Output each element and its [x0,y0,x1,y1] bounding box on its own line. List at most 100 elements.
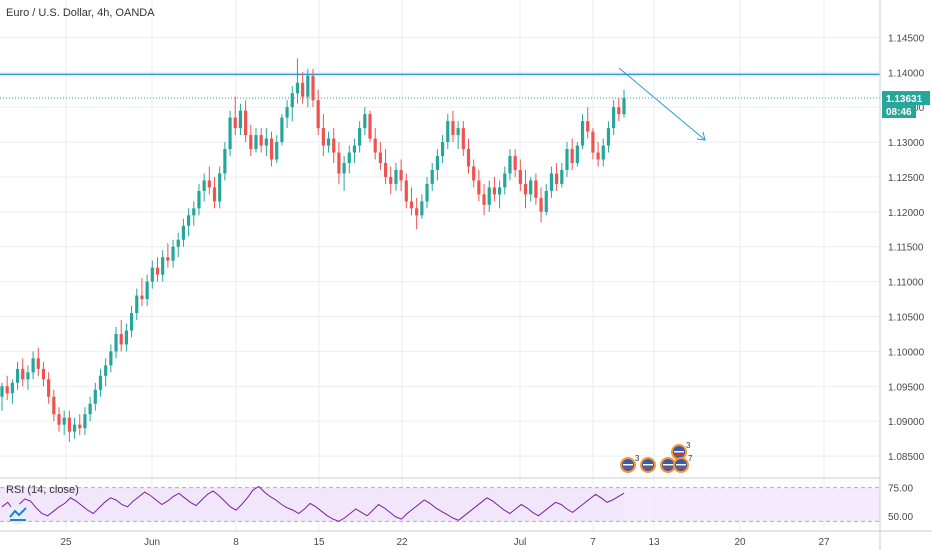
badge-count: 3 [686,441,691,450]
rsi-line [1,485,625,522]
candle-body [539,197,543,212]
economic-event-badge[interactable]: 3 [671,441,691,460]
candle-body [280,117,284,143]
candle [10,379,14,404]
rsi-label: RSI (14, close) [6,484,79,496]
candle [409,187,414,216]
candle [482,183,486,216]
candle-body [295,82,300,94]
candle [570,138,574,170]
candle-body [451,121,455,136]
candle-body [67,417,71,432]
candle [404,173,408,209]
countdown-tag-bg [882,105,916,119]
candle-body [171,246,175,261]
candle [425,176,429,209]
flag-stripe [663,467,673,469]
candle [301,72,305,104]
candle [596,142,600,167]
economic-event-badge[interactable] [660,457,676,473]
candle-body [306,75,310,97]
candle [207,166,211,195]
candle-body [466,149,471,167]
candle [181,218,186,247]
candle-body [21,368,25,380]
candle-body [15,368,20,383]
candle-body [311,75,315,101]
candle-body [104,365,108,376]
price-tick-label: 1.10000 [888,347,925,358]
candle-body [285,107,289,118]
candle [280,114,284,146]
candle [228,110,232,157]
candle-body [389,176,393,184]
candle-body [207,180,211,188]
economic-event-badge[interactable]: 3 [620,454,640,473]
event-badges[interactable]: 3 3 7 [620,441,693,473]
candle-body [352,145,357,153]
economic-event-badge[interactable]: 7 [673,454,693,473]
candle-body [425,183,429,202]
candle-body [88,403,92,415]
price-tick-label: 1.08500 [888,452,925,463]
candle [212,176,217,209]
candle-body [591,131,595,153]
last-price-tag: 1.13631 08:46 [882,91,930,119]
candle-body [383,163,388,177]
candle [41,361,46,387]
candle-body [368,114,372,139]
candle [508,149,512,181]
candle-body [269,138,274,160]
candle-body [187,215,191,226]
flag-stripe [663,464,673,466]
candle [560,163,564,188]
candle-body [301,82,305,97]
candle [47,372,51,404]
price-tick-label: 1.13000 [888,138,925,149]
candle [321,114,325,157]
candle [368,110,372,143]
candle-body [52,396,56,415]
candle [31,351,35,380]
candle [83,407,87,436]
candle-body [83,414,87,429]
candle [166,243,170,268]
candle [487,180,491,212]
tradingview-logo-icon [8,504,28,524]
candle-body [575,145,579,163]
candle-body [192,208,196,216]
candle-body [197,190,201,209]
candle-body [586,121,590,132]
flag-stripe [674,451,684,453]
rsi-tick-label: 50.00 [888,512,913,523]
candle-body [544,190,548,212]
candle-body [5,386,9,394]
candle-body [98,375,103,390]
candle [534,173,538,205]
candle-body [456,128,460,136]
candle-body [472,166,476,181]
candle [555,163,559,191]
economic-event-badge[interactable] [640,457,656,473]
candle [332,128,336,163]
candle [352,138,357,163]
candle-body [482,194,486,205]
rsi-band-future [624,487,880,522]
candle-body [622,98,626,115]
price-tick-label: 1.11000 [888,278,924,289]
candle [5,375,9,401]
candle [104,358,108,387]
candle-body [435,156,439,170]
candle-body [275,142,279,160]
time-tick-label: 13 [648,537,660,548]
candle [0,382,4,411]
candle-body [254,135,258,150]
candle-body [570,149,574,163]
candle [161,250,165,282]
candle [218,166,222,209]
candle-body [399,169,403,181]
candle [544,183,548,216]
candle-body [513,156,517,170]
